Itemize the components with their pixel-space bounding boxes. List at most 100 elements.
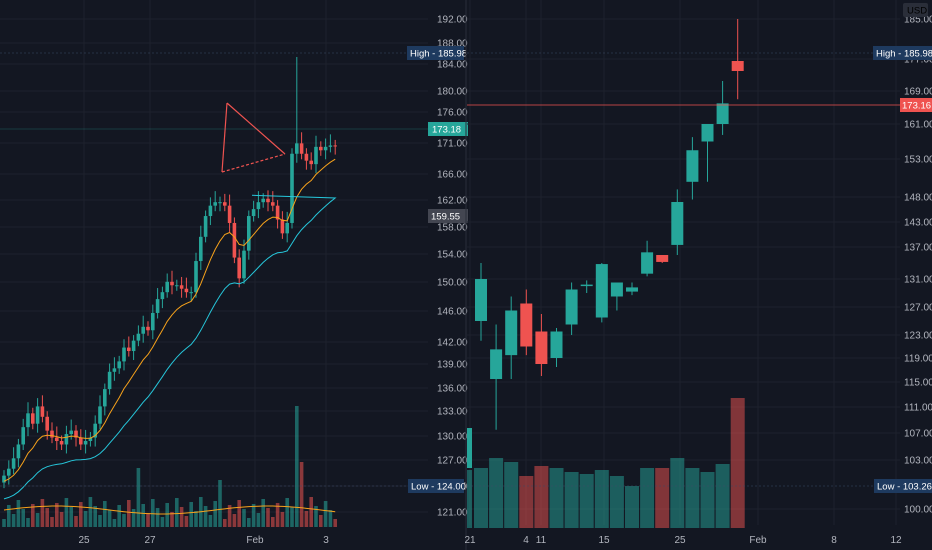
left-candle-body [74, 430, 78, 438]
svg-text:173.18: 173.18 [432, 125, 461, 136]
right-candle-body [535, 331, 548, 364]
ema-slow-line [3, 194, 337, 500]
left-candle-body [79, 437, 83, 445]
left-candle-body [131, 340, 136, 352]
right-low-label: Low - 103.26 [874, 479, 932, 493]
right-price-tick: 143.00 [904, 218, 932, 229]
left-volume-bar [160, 517, 165, 527]
right-time-tick: 15 [598, 535, 610, 546]
left-volume-bar [261, 499, 265, 527]
left-candle-body [16, 444, 21, 459]
left-candle-body [98, 406, 102, 424]
right-price-tick: 100.00 [904, 505, 932, 516]
right-candle-body [520, 303, 533, 347]
left-volume-bar [213, 501, 217, 527]
right-candle-body [580, 284, 593, 287]
left-candle-body [189, 292, 193, 294]
right-volume-bar [700, 472, 715, 528]
left-volume-bar [179, 507, 184, 527]
left-candle-body [251, 209, 256, 217]
left-candle-body [50, 430, 54, 438]
triangle-drawing[interactable] [221, 102, 286, 173]
left-volume-bar [112, 519, 117, 527]
left-volume-bar [26, 518, 30, 527]
left-volume-bar [285, 498, 289, 527]
left-candle-body [103, 389, 107, 407]
right-candle-body [656, 255, 669, 262]
left-volume-bar [203, 506, 208, 527]
right-volume-bar-partial [467, 470, 472, 528]
left-volume-bar [40, 499, 45, 527]
left-candle-body [55, 437, 59, 442]
right-price-tick: 103.00 [904, 456, 932, 467]
left-price-tick: 139.00 [437, 360, 468, 371]
right-price-tick: 119.00 [904, 354, 932, 365]
left-candle-body [11, 458, 16, 469]
right-candles[interactable] [467, 19, 744, 468]
left-time-axis[interactable]: 25 27 Feb 3 [78, 535, 329, 546]
left-volume-bar [175, 498, 179, 527]
right-price-tick: 115.00 [904, 378, 932, 389]
left-candle-body [275, 205, 280, 220]
left-volume-bar [117, 505, 121, 527]
left-volume-bar [170, 512, 174, 527]
left-volume-bar [251, 504, 256, 527]
right-pane[interactable]: 185.00177.00169.00161.00153.00148.00143.… [464, 0, 932, 546]
right-price-tick: 123.00 [904, 331, 932, 342]
left-price-tick: 171.00 [437, 139, 468, 150]
right-price-tick: 127.00 [904, 303, 932, 314]
left-volume-bar [275, 503, 280, 527]
right-price-tick: 111.00 [904, 403, 932, 414]
left-candle-body [223, 202, 227, 206]
right-volume-bar [534, 466, 549, 528]
right-volume-bar [519, 476, 534, 528]
left-candle-body [146, 326, 150, 331]
left-candle-body [261, 198, 265, 203]
left-candle-body [179, 285, 184, 289]
left-volume-bar [45, 508, 49, 527]
left-volume-bar [79, 502, 83, 527]
right-candle-body [475, 279, 487, 321]
right-currency-label: USD [903, 3, 928, 17]
left-candle-body [107, 371, 112, 390]
svg-text:Low - 124.00: Low - 124.00 [411, 482, 466, 493]
right-price-tick: 148.00 [904, 193, 932, 204]
right-price-tick: 153.00 [904, 155, 932, 166]
left-last-price-label: 173.18 [428, 122, 468, 136]
left-price-tick: 158.00 [437, 223, 468, 234]
left-pane[interactable]: 192.00 188.00 184.00 180.00 176.00 171.00 166.… [0, 0, 468, 546]
right-price-tick: 161.00 [904, 120, 932, 131]
svg-text:173.16: 173.16 [902, 101, 931, 112]
right-volume-bar [730, 398, 745, 528]
left-candle-body [280, 219, 285, 234]
left-crosshair-price-label: 159.55 [428, 209, 468, 223]
left-candle-body [256, 202, 261, 210]
left-candle-body [295, 143, 299, 154]
left-candle-body [309, 160, 313, 165]
right-candle-body [686, 150, 699, 182]
left-price-tick: 133.00 [437, 407, 468, 418]
left-volume-bar [146, 513, 150, 527]
left-candle-body [237, 257, 241, 279]
left-candle-body [117, 361, 121, 369]
left-price-axis[interactable]: 192.00 188.00 184.00 180.00 176.00 171.00 166.… [437, 15, 468, 519]
right-time-axis[interactable]: 21 4 11 15 25 Feb 8 12 [464, 535, 902, 546]
left-candle-body [285, 222, 289, 234]
left-candle-body [271, 202, 275, 206]
svg-text:USD: USD [907, 6, 927, 17]
left-volume-bar [309, 497, 313, 527]
left-price-tick: 166.00 [437, 170, 468, 181]
left-volume-bar [256, 513, 261, 527]
left-price-tick: 136.00 [437, 384, 468, 395]
left-candles[interactable] [2, 56, 337, 489]
left-price-tick: 150.00 [437, 278, 468, 289]
left-volume-bar [88, 497, 93, 527]
right-time-tick: 25 [674, 535, 686, 546]
left-price-tick: 146.00 [437, 307, 468, 318]
left-volume-bar [21, 509, 25, 527]
left-volume-bar [218, 480, 222, 527]
left-price-tick: 154.00 [437, 250, 468, 261]
left-volume-bar [107, 510, 112, 527]
right-candle-body [595, 264, 608, 318]
